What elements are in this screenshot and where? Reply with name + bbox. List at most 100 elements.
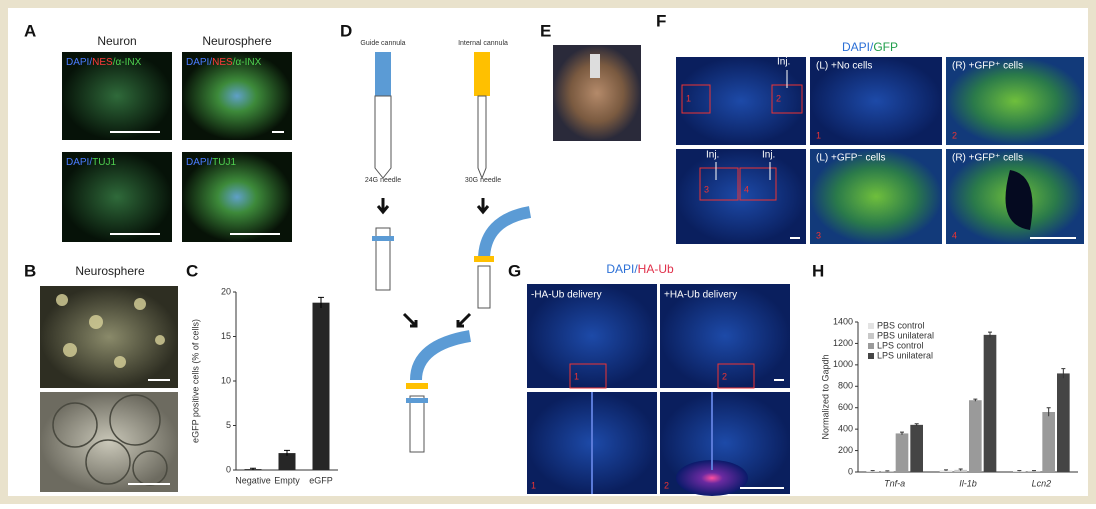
roi xyxy=(569,363,607,389)
error-bar xyxy=(973,398,978,402)
micrograph xyxy=(182,52,292,140)
bar xyxy=(983,334,997,472)
error-bar xyxy=(885,470,890,472)
roi-number: 4 xyxy=(744,184,749,194)
y-tick-label: 5 xyxy=(226,420,231,430)
micrograph xyxy=(676,149,806,244)
y-tick-label: 1400 xyxy=(833,316,853,326)
y-tick-label: 800 xyxy=(838,381,853,391)
cannula xyxy=(474,52,490,96)
panel-title: Neurosphere xyxy=(75,264,145,278)
legend-swatch xyxy=(868,333,874,339)
spheres xyxy=(52,394,168,486)
cannula xyxy=(375,52,391,96)
x-tick-label: Tnf-a xyxy=(884,478,905,488)
cannula xyxy=(409,395,425,453)
panel-letter: B xyxy=(24,261,36,280)
roi xyxy=(681,84,711,114)
roi xyxy=(717,363,755,389)
legend-label: LPS control xyxy=(877,340,924,350)
error-bar xyxy=(318,296,324,309)
stain: DAPI/ xyxy=(186,57,212,68)
micrograph xyxy=(62,152,172,242)
roi-number: 1 xyxy=(531,480,536,490)
y-axis-label: eGFP positive cells (% of cells) xyxy=(190,319,200,443)
micrograph xyxy=(62,52,172,140)
needle xyxy=(477,265,491,309)
bar xyxy=(1027,470,1041,472)
cannula xyxy=(410,330,472,381)
stain-label: DAPI/NES/α-INX xyxy=(186,57,262,68)
panel-title: (L) +No cells xyxy=(816,61,872,72)
micrograph xyxy=(182,152,292,242)
bar xyxy=(1013,470,1026,472)
panel-letter: E xyxy=(540,21,551,40)
roi-number: 2 xyxy=(664,480,669,490)
legend-label: LPS unilateral xyxy=(877,350,933,360)
chart: 0 200 400 600 800 1000 1200 1400 Normalized to G… xyxy=(820,316,1078,488)
bar xyxy=(895,433,909,472)
needle xyxy=(374,95,392,179)
stain: NES xyxy=(92,57,113,68)
bar xyxy=(881,471,894,472)
y-tick-label: 1000 xyxy=(833,359,853,369)
panel-letter: D xyxy=(340,21,352,40)
y-axis-label: Normalized to Gapdh xyxy=(820,354,830,439)
bar xyxy=(278,453,296,470)
stain-label: DAPI/HA-Ub xyxy=(606,262,674,276)
bar xyxy=(1042,412,1055,472)
error-bar xyxy=(1017,470,1022,472)
arrow xyxy=(476,198,490,215)
legend-label: PBS control xyxy=(877,320,925,330)
roi-number: 3 xyxy=(816,230,821,240)
cannula xyxy=(372,236,394,241)
panel-letter: G xyxy=(508,261,521,280)
error-bar xyxy=(250,467,256,470)
panel-letter: H xyxy=(812,261,824,280)
stain: DAPI/ xyxy=(186,157,212,168)
x-tick-label: Lcn2 xyxy=(1032,478,1052,488)
stain-label: DAPI/NES/α-INX xyxy=(66,57,142,68)
bar xyxy=(939,470,953,472)
error-bar xyxy=(284,449,290,456)
y-tick-label: 15 xyxy=(221,331,231,341)
legend-swatch xyxy=(868,353,874,359)
y-tick-label: 200 xyxy=(838,445,853,455)
stain: HA-Ub xyxy=(638,262,674,276)
panel-title: (R) +GFP⁺ cells xyxy=(952,61,1023,72)
label: 30G needle xyxy=(465,177,501,184)
stain: TUJ1 xyxy=(212,157,236,168)
stain: NES xyxy=(212,57,233,68)
y-tick-label: 20 xyxy=(221,286,231,296)
panel-title: Neurosphere xyxy=(202,34,272,48)
error-bar xyxy=(988,331,992,338)
cannula xyxy=(478,206,532,261)
micrograph xyxy=(946,57,1084,145)
bar xyxy=(954,469,967,472)
panel-title: (L) +GFP⁻ cells xyxy=(816,153,885,164)
cannula xyxy=(375,227,391,291)
chart: 0 5 10 15 20 eGFP positive cells (% of cells)… xyxy=(190,286,338,485)
y-tick-label: 10 xyxy=(221,375,231,385)
stain: DAPI/ xyxy=(66,157,92,168)
micrograph xyxy=(810,149,942,244)
cannula xyxy=(406,383,428,389)
stain: DAPI/ xyxy=(606,262,638,276)
x-tick-label: Negative xyxy=(235,475,271,485)
spheres xyxy=(56,294,165,368)
arrow xyxy=(376,198,390,215)
x-tick-label: Empty xyxy=(274,475,300,485)
cannula xyxy=(474,256,494,262)
y-tick-label: 0 xyxy=(848,466,853,476)
label: Internal cannula xyxy=(458,40,508,47)
arrow xyxy=(402,312,418,328)
roi xyxy=(739,167,777,201)
micrograph xyxy=(527,284,657,388)
stain: TUJ1 xyxy=(92,157,116,168)
roi-number: 1 xyxy=(686,93,691,103)
stain: DAPI/ xyxy=(842,40,874,54)
bar xyxy=(1057,373,1070,472)
stain-label: DAPI/GFP xyxy=(842,40,898,54)
stain: GFP xyxy=(873,40,898,54)
